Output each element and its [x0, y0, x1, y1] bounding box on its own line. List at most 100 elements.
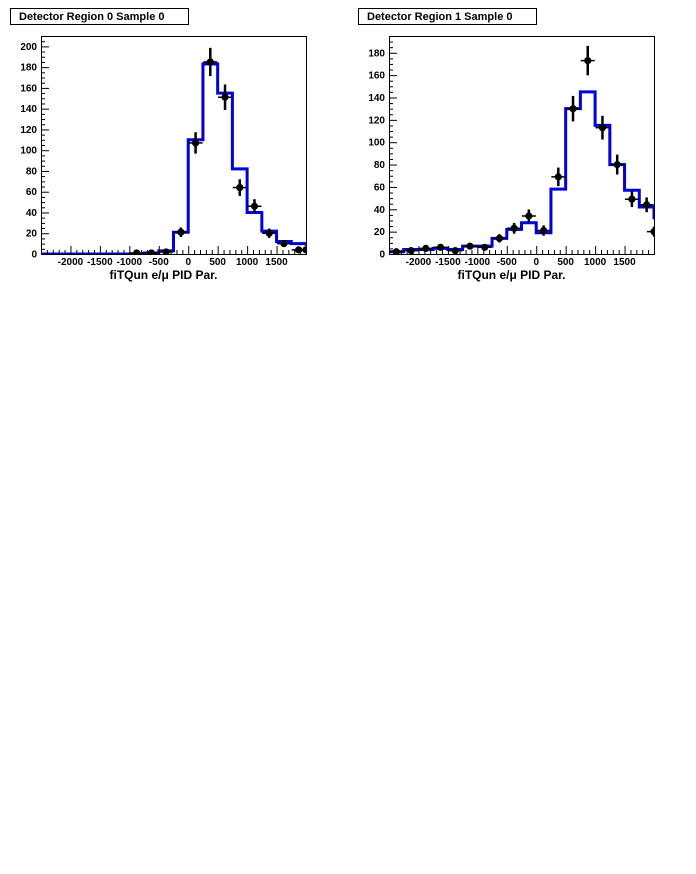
data-marker [539, 226, 548, 235]
data-point [595, 115, 610, 140]
data-marker [392, 248, 400, 254]
data-point [299, 246, 306, 254]
data-marker [221, 93, 229, 101]
y-tick-label: 60 [374, 182, 386, 193]
y-tick-label: 0 [31, 250, 37, 261]
y-tick-label: 60 [26, 187, 38, 198]
x-tick-label: 1000 [236, 257, 259, 268]
y-tick-label: 20 [26, 229, 38, 240]
data-point [551, 167, 566, 187]
data-marker [250, 202, 259, 210]
x-tick-label: 1000 [584, 257, 607, 268]
x-axis-label: fiTQun e/μ PID Par. [109, 268, 217, 282]
x-tick-label: -500 [497, 257, 517, 268]
data-marker [162, 248, 170, 254]
y-tick-label: 100 [20, 146, 37, 157]
data-marker [525, 212, 533, 220]
data-point [536, 225, 551, 236]
data-marker [302, 246, 306, 254]
data-point [276, 240, 291, 248]
data-point [521, 209, 536, 223]
data-point [624, 191, 639, 208]
data-marker [451, 247, 459, 254]
data-point [639, 197, 654, 213]
data-point [188, 132, 203, 154]
data-point [477, 243, 492, 251]
data-point [462, 242, 477, 250]
plot-frame [389, 36, 655, 255]
data-marker [191, 139, 200, 147]
x-tick-label: 500 [557, 257, 574, 268]
chart-title: Detector Region 1 Sample 0 [367, 11, 513, 23]
mc-histogram-line [41, 62, 306, 254]
data-marker [481, 243, 489, 251]
y-tick-label: 160 [20, 83, 37, 94]
data-point [448, 247, 463, 254]
mc-histogram-line [389, 90, 654, 254]
data-point [159, 248, 174, 254]
histogram-panel-1: Detector Region 1 Sample 0 0 20 40 60 80 100 12… [358, 8, 655, 282]
y-tick-label: 40 [26, 208, 38, 219]
y-tick-label: 200 [20, 42, 37, 53]
data-marker [236, 183, 244, 192]
data-marker [133, 249, 141, 254]
plot-area [41, 47, 306, 254]
data-marker [206, 58, 214, 66]
x-axis-label: fiTQun e/μ PID Par. [457, 268, 565, 282]
y-tick-label: 120 [20, 125, 37, 136]
data-point [647, 226, 654, 237]
data-point [173, 227, 188, 237]
y-tick-label: 80 [374, 160, 386, 171]
data-marker [643, 201, 651, 209]
x-tick-label: 1500 [265, 257, 288, 268]
y-tick-label: 160 [368, 71, 385, 82]
x-tick-label: -500 [149, 257, 169, 268]
y-tick-label: 80 [26, 166, 38, 177]
data-marker [554, 173, 562, 181]
y-tick-label: 120 [368, 115, 385, 126]
x-tick-label: -2000 [58, 257, 84, 268]
data-point [566, 95, 581, 122]
data-marker [569, 105, 577, 113]
data-marker [628, 195, 636, 203]
data-point [218, 84, 233, 111]
data-marker [177, 228, 185, 236]
data-point [203, 47, 218, 77]
plot-area [389, 45, 654, 254]
x-tick-label: 1500 [613, 257, 636, 268]
data-point [433, 243, 448, 251]
data-point [610, 154, 625, 175]
plot-frame [41, 36, 307, 255]
data-marker [422, 244, 430, 253]
data-marker [265, 229, 273, 237]
data-marker [650, 228, 654, 236]
data-marker [584, 56, 592, 65]
y-tick-label: 0 [379, 250, 385, 261]
x-tick-label: 0 [533, 257, 539, 268]
data-marker [280, 240, 288, 248]
x-tick-label: -1500 [87, 257, 113, 268]
x-tick-label: -1000 [117, 257, 143, 268]
data-point [232, 179, 247, 196]
data-point [247, 199, 262, 214]
x-tick-label: 500 [209, 257, 226, 268]
data-point [144, 249, 159, 254]
histogram-panel-0: Detector Region 0 Sample 0 0 20 40 60 80 100 12… [10, 8, 307, 282]
data-point [418, 244, 433, 253]
data-marker [495, 234, 504, 242]
y-tick-label: 100 [368, 138, 385, 149]
y-tick-label: 180 [20, 63, 37, 74]
data-point [507, 222, 522, 234]
data-marker [466, 242, 474, 250]
data-marker [510, 224, 518, 232]
y-tick-label: 40 [374, 205, 386, 216]
title-box [358, 8, 537, 25]
data-marker [598, 124, 607, 132]
y-tick-label: 20 [374, 227, 386, 238]
data-point [580, 45, 595, 76]
data-point [262, 228, 277, 238]
y-tick-label: 140 [368, 93, 385, 104]
data-marker [407, 247, 415, 254]
x-tick-label: -1000 [465, 257, 491, 268]
